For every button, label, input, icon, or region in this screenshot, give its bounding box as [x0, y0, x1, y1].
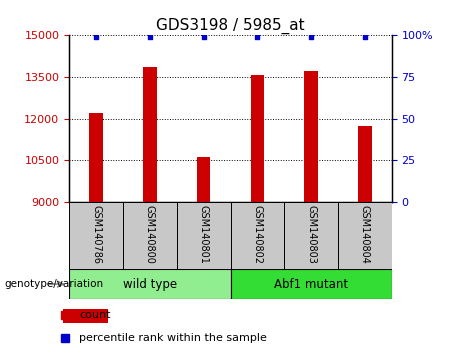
Text: GSM140802: GSM140802: [252, 205, 262, 264]
Point: [200, 34, 207, 40]
Text: GSM140804: GSM140804: [360, 205, 370, 264]
Text: GSM140800: GSM140800: [145, 205, 155, 264]
Point: [254, 34, 261, 40]
Bar: [143, 67, 157, 202]
Bar: [358, 126, 372, 202]
Bar: [304, 71, 318, 202]
Point: [92, 34, 100, 40]
Bar: [251, 75, 264, 202]
Point: [361, 34, 369, 40]
Text: GSM140786: GSM140786: [91, 205, 101, 264]
Bar: [177, 202, 230, 269]
Title: GDS3198 / 5985_at: GDS3198 / 5985_at: [156, 18, 305, 34]
Bar: [63, 309, 108, 323]
Bar: [69, 202, 123, 269]
Text: Abf1 mutant: Abf1 mutant: [274, 278, 348, 291]
Point: [146, 34, 154, 40]
Text: GSM140803: GSM140803: [306, 205, 316, 264]
Text: wild type: wild type: [123, 278, 177, 291]
Bar: [338, 202, 392, 269]
Text: percentile rank within the sample: percentile rank within the sample: [79, 332, 267, 343]
Bar: [89, 113, 103, 202]
Bar: [230, 269, 392, 299]
Bar: [69, 269, 230, 299]
Text: count: count: [79, 309, 111, 320]
Text: GSM140801: GSM140801: [199, 205, 209, 264]
Bar: [197, 157, 210, 202]
Point: [307, 34, 315, 40]
Bar: [123, 202, 177, 269]
Text: genotype/variation: genotype/variation: [5, 279, 104, 289]
Bar: [230, 202, 284, 269]
Bar: [284, 202, 338, 269]
